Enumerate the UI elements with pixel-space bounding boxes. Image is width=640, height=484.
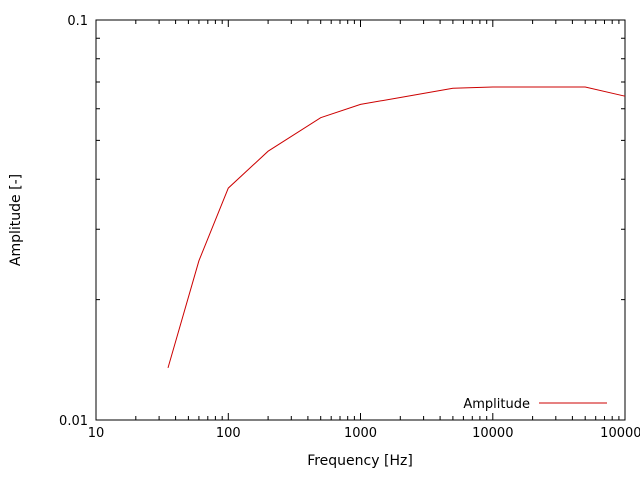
- plot-border: [95, 19, 626, 421]
- y-tick-label: 0.01: [59, 414, 88, 429]
- x-tick-label: 100: [216, 426, 241, 441]
- x-axis-title: Frequency [Hz]: [307, 453, 413, 469]
- axis-ticks: [95, 19, 626, 421]
- x-tick-label: 10: [88, 426, 105, 441]
- legend-label: Amplitude: [463, 397, 530, 412]
- y-tick-label: 0.1: [67, 14, 88, 29]
- x-tick-label: 1000: [344, 426, 377, 441]
- amplitude-series-line: [167, 86, 626, 369]
- x-tick-label: 10000: [472, 426, 513, 441]
- y-axis-title: Amplitude [-]: [8, 174, 24, 266]
